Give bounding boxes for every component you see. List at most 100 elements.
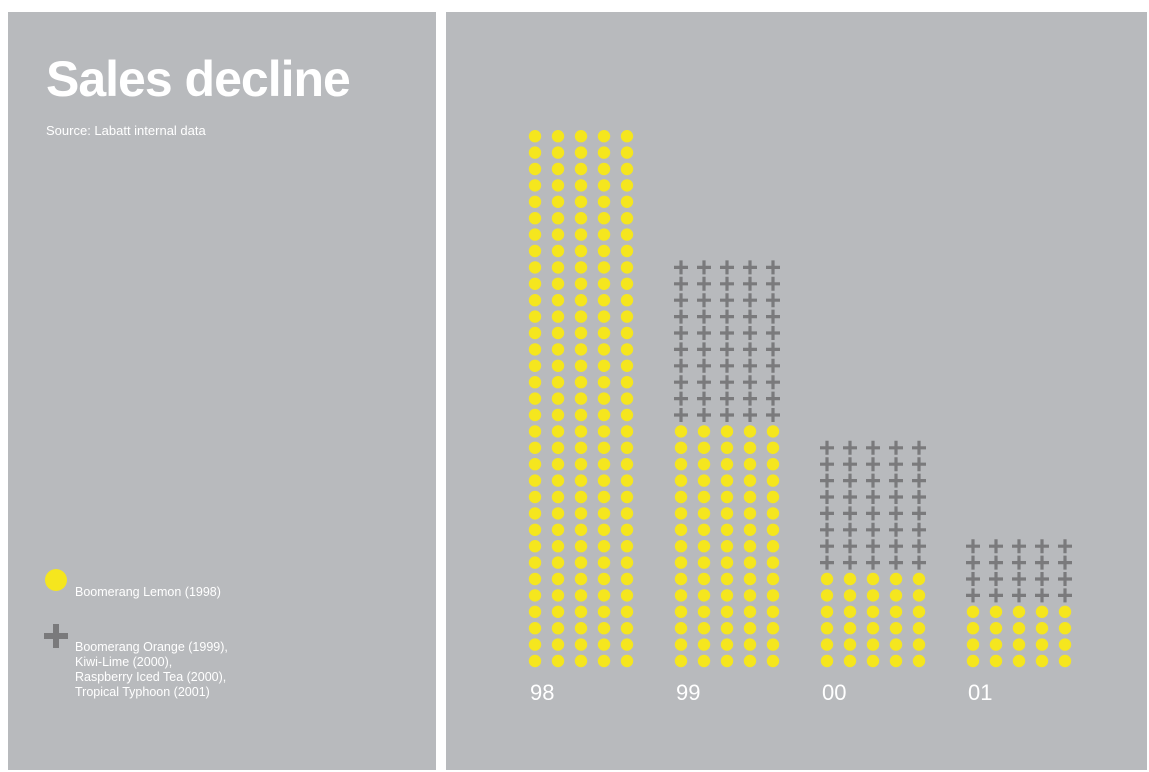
lemon-dot-98 — [620, 195, 634, 208]
lemon-dot-98 — [551, 556, 565, 569]
other-plus-99 — [743, 375, 757, 390]
lemon-dot-99 — [720, 523, 734, 536]
bar-group-98 — [528, 130, 634, 668]
lemon-dot-99 — [743, 605, 757, 618]
lemon-dot-99 — [674, 572, 688, 586]
lemon-dot-00 — [912, 589, 926, 602]
other-plus-00 — [820, 555, 834, 570]
lemon-dot-98 — [620, 179, 634, 192]
lemon-dot-98 — [597, 130, 611, 143]
lemon-dot-98 — [574, 507, 588, 520]
lemon-dot-98 — [597, 212, 611, 225]
other-plus-00 — [912, 457, 926, 472]
lemon-dot-99 — [743, 490, 757, 504]
lemon-dot-98 — [620, 408, 634, 422]
lemon-dot-99 — [743, 507, 757, 520]
lemon-dot-99 — [720, 441, 734, 454]
other-plus-00 — [820, 440, 834, 455]
other-plus-99 — [720, 375, 734, 390]
other-plus-00 — [843, 473, 857, 488]
other-plus-99 — [743, 391, 757, 406]
other-plus-01 — [989, 572, 1003, 586]
lemon-dot-98 — [620, 638, 634, 651]
lemon-dot-00 — [820, 654, 834, 668]
lemon-dot-99 — [743, 425, 757, 438]
lemon-dot-98 — [574, 540, 588, 553]
lemon-dot-98 — [620, 343, 634, 356]
other-plus-99 — [766, 309, 780, 324]
lemon-dot-98 — [528, 195, 542, 208]
tick-label-00: 00 — [822, 680, 846, 705]
lemon-dot-99 — [674, 458, 688, 471]
lemon-dot-98 — [528, 376, 542, 389]
lemon-dot-98 — [574, 310, 588, 323]
other-plus-00 — [889, 539, 903, 554]
lemon-dot-99 — [766, 458, 780, 471]
lemon-dot-00 — [889, 572, 903, 586]
lemon-dot-98 — [574, 458, 588, 471]
other-plus-00 — [820, 506, 834, 521]
lemon-dot-98 — [597, 507, 611, 520]
lemon-dot-98 — [574, 474, 588, 487]
lemon-dot-99 — [720, 490, 734, 504]
other-plus-00 — [866, 457, 880, 472]
other-plus-99 — [674, 260, 688, 275]
lemon-dot-99 — [720, 458, 734, 471]
lemon-dot-99 — [674, 654, 688, 668]
other-plus-00 — [820, 522, 834, 537]
legend-panel: Sales decline Source: Labatt internal da… — [8, 12, 436, 770]
lemon-dot-98 — [528, 130, 542, 143]
lemon-dot-99 — [697, 490, 711, 504]
lemon-dot-99 — [720, 507, 734, 520]
lemon-dot-99 — [697, 523, 711, 536]
lemon-dot-99 — [697, 622, 711, 635]
lemon-dot-98 — [620, 425, 634, 438]
lemon-dot-98 — [597, 376, 611, 389]
other-plus-01 — [966, 555, 980, 570]
lemon-dot-98 — [597, 392, 611, 405]
lemon-dot-99 — [697, 441, 711, 454]
lemon-dot-98 — [551, 244, 565, 258]
other-plus-00 — [912, 522, 926, 537]
lemon-dot-98 — [551, 638, 565, 651]
other-plus-01 — [1035, 572, 1049, 586]
lemon-dot-98 — [597, 179, 611, 192]
lemon-dot-99 — [720, 425, 734, 438]
other-plus-00 — [889, 473, 903, 488]
lemon-dot-98 — [551, 408, 565, 422]
other-plus-00 — [866, 490, 880, 504]
lemon-dot-98 — [551, 261, 565, 274]
lemon-dot-98 — [551, 146, 565, 159]
lemon-dot-98 — [528, 654, 542, 668]
lemon-dot-99 — [697, 507, 711, 520]
lemon-dot-00 — [889, 638, 903, 651]
lemon-dot-98 — [551, 622, 565, 635]
lemon-dot-99 — [697, 458, 711, 471]
lemon-dot-98 — [574, 179, 588, 192]
lemon-dot-98 — [620, 523, 634, 536]
lemon-dot-98 — [551, 523, 565, 536]
lemon-dot-98 — [574, 589, 588, 602]
lemon-dot-98 — [528, 359, 542, 372]
lemon-dot-98 — [574, 425, 588, 438]
lemon-dot-98 — [551, 490, 565, 504]
lemon-dot-98 — [551, 179, 565, 192]
lemon-dot-99 — [743, 654, 757, 668]
other-plus-01 — [1035, 555, 1049, 570]
other-plus-99 — [674, 293, 688, 308]
other-plus-01 — [989, 555, 1003, 570]
other-plus-00 — [889, 457, 903, 472]
lemon-dot-00 — [820, 622, 834, 635]
lemon-dot-99 — [766, 572, 780, 586]
lemon-dot-00 — [866, 572, 880, 586]
lemon-dot-98 — [528, 523, 542, 536]
other-plus-99 — [697, 260, 711, 275]
lemon-dot-98 — [620, 622, 634, 635]
lemon-dot-98 — [574, 490, 588, 504]
lemon-dot-98 — [528, 310, 542, 323]
lemon-dot-99 — [743, 458, 757, 471]
lemon-dot-99 — [766, 490, 780, 504]
lemon-dot-99 — [720, 572, 734, 586]
other-plus-99 — [743, 260, 757, 275]
lemon-dot-98 — [574, 441, 588, 454]
